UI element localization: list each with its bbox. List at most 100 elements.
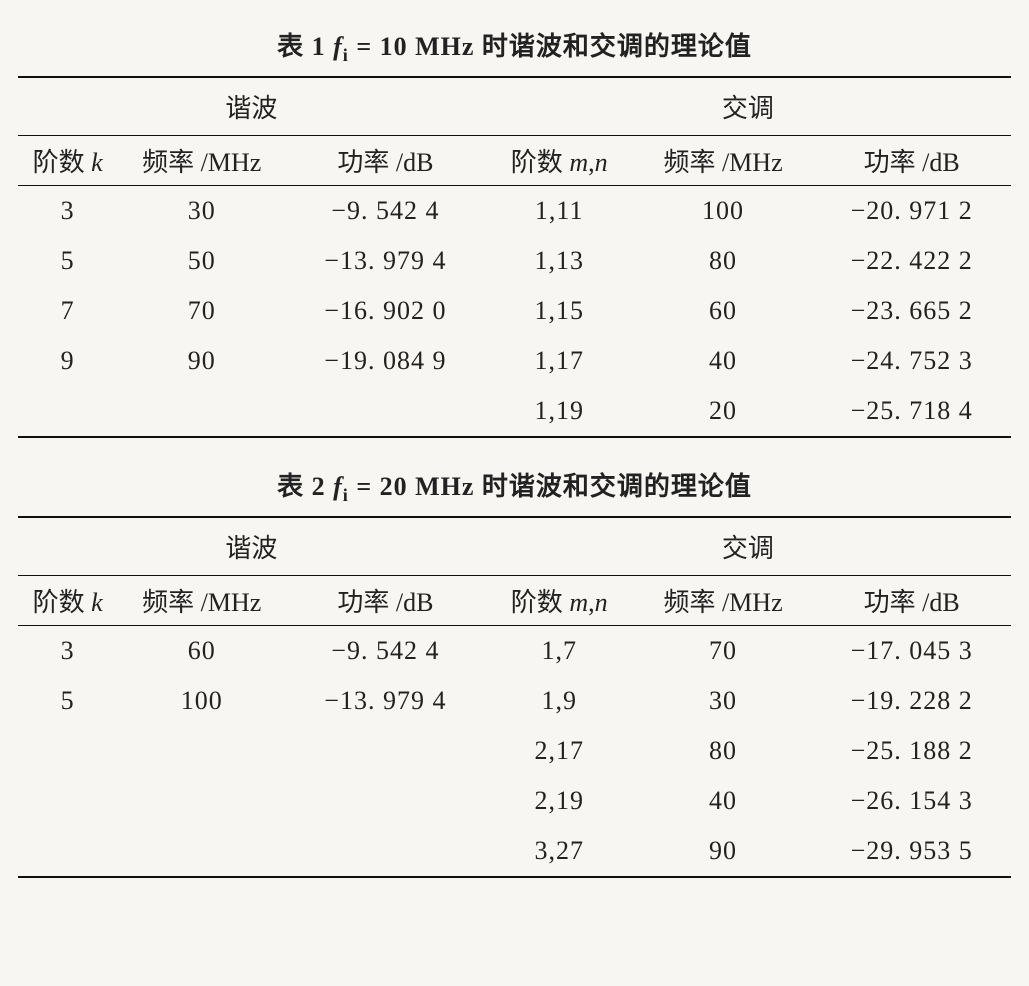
cell-ph [286, 776, 485, 826]
cell-pi: −17. 045 3 [812, 626, 1011, 677]
cell-fh: 70 [117, 286, 286, 336]
table-2-subheader-row: 阶数 k 频率 /MHz 功率 /dB 阶数 m,n 频率 /MHz 功率 /d… [18, 576, 1011, 626]
cell-fh [117, 726, 286, 776]
cell-fi: 70 [634, 626, 813, 677]
cell-mn: 2,19 [485, 776, 634, 826]
table-2-caption: 表 2 fi = 20 MHz 时谐波和交调的理论值 [18, 466, 1011, 506]
cell-mn: 1,15 [485, 286, 634, 336]
col-freq-i: 频率 /MHz [634, 576, 813, 626]
table-1-block: 表 1 fi = 10 MHz 时谐波和交调的理论值 谐波 交调 阶数 k 频率… [18, 26, 1011, 438]
cell-ph: −13. 979 4 [286, 676, 485, 726]
cell-ph: −9. 542 4 [286, 186, 485, 237]
table-1: 谐波 交调 阶数 k 频率 /MHz 功率 /dB 阶数 m,n 频率 /MHz… [18, 76, 1011, 438]
table-row: 3 60 −9. 542 4 1,7 70 −17. 045 3 [18, 626, 1011, 677]
cell-ph: −16. 902 0 [286, 286, 485, 336]
cell-k [18, 776, 117, 826]
cell-k: 3 [18, 626, 117, 677]
cell-k: 7 [18, 286, 117, 336]
table-2-caption-prefix: 表 2 [277, 472, 333, 501]
cell-ph [286, 726, 485, 776]
cell-mn: 1,9 [485, 676, 634, 726]
cell-fi: 60 [634, 286, 813, 336]
table-2-group-row: 谐波 交调 [18, 517, 1011, 576]
cell-ph: −9. 542 4 [286, 626, 485, 677]
table-2-caption-eq: = 20 MHz 时谐波和交调的理论值 [349, 472, 752, 501]
cell-mn: 3,27 [485, 826, 634, 877]
cell-mn: 1,19 [485, 386, 634, 437]
table-1-group-row: 谐波 交调 [18, 77, 1011, 136]
table-1-caption-eq: = 10 MHz 时谐波和交调的理论值 [349, 32, 752, 61]
cell-k [18, 386, 117, 437]
cell-fi: 80 [634, 726, 813, 776]
cell-fh [117, 386, 286, 437]
cell-pi: −19. 228 2 [812, 676, 1011, 726]
table-1-caption: 表 1 fi = 10 MHz 时谐波和交调的理论值 [18, 26, 1011, 66]
cell-pi: −20. 971 2 [812, 186, 1011, 237]
cell-ph: −13. 979 4 [286, 236, 485, 286]
col-mn: 阶数 m,n [485, 136, 634, 186]
col-pow-i: 功率 /dB [812, 136, 1011, 186]
col-freq-i: 频率 /MHz [634, 136, 813, 186]
col-k: 阶数 k [18, 136, 117, 186]
cell-fh: 100 [117, 676, 286, 726]
cell-ph: −19. 084 9 [286, 336, 485, 386]
col-k-label: 阶数 k [33, 588, 103, 617]
table-row: 3,27 90 −29. 953 5 [18, 826, 1011, 877]
table-2-caption-var: f [333, 472, 343, 501]
cell-fh [117, 826, 286, 877]
cell-fi: 80 [634, 236, 813, 286]
table-row: 9 90 −19. 084 9 1,17 40 −24. 752 3 [18, 336, 1011, 386]
table-2: 谐波 交调 阶数 k 频率 /MHz 功率 /dB 阶数 m,n 频率 /MHz… [18, 516, 1011, 878]
col-mn: 阶数 m,n [485, 576, 634, 626]
cell-k: 5 [18, 236, 117, 286]
cell-k: 5 [18, 676, 117, 726]
cell-fi: 40 [634, 776, 813, 826]
cell-pi: −25. 188 2 [812, 726, 1011, 776]
col-k: 阶数 k [18, 576, 117, 626]
col-k-label: 阶数 k [33, 148, 103, 177]
cell-ph [286, 826, 485, 877]
cell-mn: 1,17 [485, 336, 634, 386]
col-mn-label: 阶数 m,n [511, 588, 608, 617]
cell-fi: 30 [634, 676, 813, 726]
cell-mn: 2,17 [485, 726, 634, 776]
cell-k [18, 726, 117, 776]
cell-pi: −26. 154 3 [812, 776, 1011, 826]
cell-fi: 40 [634, 336, 813, 386]
table-row: 7 70 −16. 902 0 1,15 60 −23. 665 2 [18, 286, 1011, 336]
cell-fi: 100 [634, 186, 813, 237]
col-pow-h: 功率 /dB [286, 576, 485, 626]
cell-fh: 30 [117, 186, 286, 237]
cell-fi: 20 [634, 386, 813, 437]
cell-pi: −23. 665 2 [812, 286, 1011, 336]
cell-mn: 1,7 [485, 626, 634, 677]
cell-pi: −24. 752 3 [812, 336, 1011, 386]
table-row: 5 100 −13. 979 4 1,9 30 −19. 228 2 [18, 676, 1011, 726]
cell-k [18, 826, 117, 877]
col-freq-h: 频率 /MHz [117, 136, 286, 186]
table-2-group-right: 交调 [485, 517, 1011, 576]
cell-mn: 1,13 [485, 236, 634, 286]
table-row: 2,19 40 −26. 154 3 [18, 776, 1011, 826]
table-row: 3 30 −9. 542 4 1,11 100 −20. 971 2 [18, 186, 1011, 237]
table-1-subheader-row: 阶数 k 频率 /MHz 功率 /dB 阶数 m,n 频率 /MHz 功率 /d… [18, 136, 1011, 186]
table-1-caption-prefix: 表 1 [277, 32, 333, 61]
cell-pi: −25. 718 4 [812, 386, 1011, 437]
table-1-group-left: 谐波 [18, 77, 485, 136]
cell-mn: 1,11 [485, 186, 634, 237]
cell-fh: 60 [117, 626, 286, 677]
table-row: 1,19 20 −25. 718 4 [18, 386, 1011, 437]
cell-fh: 90 [117, 336, 286, 386]
table-1-group-right: 交调 [485, 77, 1011, 136]
cell-fh [117, 776, 286, 826]
table-2-group-left: 谐波 [18, 517, 485, 576]
table-row: 5 50 −13. 979 4 1,13 80 −22. 422 2 [18, 236, 1011, 286]
col-mn-label: 阶数 m,n [511, 148, 608, 177]
cell-pi: −22. 422 2 [812, 236, 1011, 286]
col-freq-h: 频率 /MHz [117, 576, 286, 626]
cell-pi: −29. 953 5 [812, 826, 1011, 877]
cell-k: 3 [18, 186, 117, 237]
table-1-caption-var: f [333, 32, 343, 61]
col-pow-h: 功率 /dB [286, 136, 485, 186]
col-pow-i: 功率 /dB [812, 576, 1011, 626]
